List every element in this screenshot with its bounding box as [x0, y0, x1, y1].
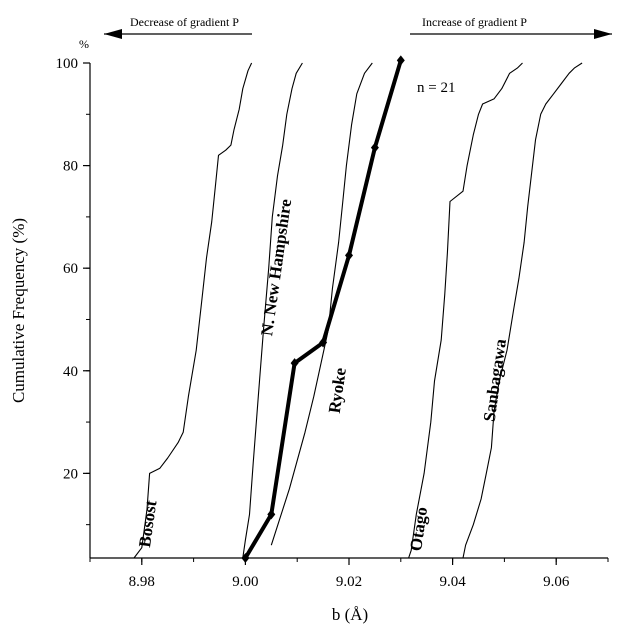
series-line-otago [408, 62, 523, 559]
increase-gradient-label: Increase of gradient P [422, 15, 527, 29]
x-axis-title: b (Å) [332, 605, 368, 624]
series-label-sanbagawa: Sanbagawa [480, 337, 510, 422]
plot-axes: 8.98 9.00 9.02 9.04 9.06 20 40 60 80 100 [56, 56, 609, 590]
y-tick-label: 20 [63, 466, 78, 482]
series-lines [133, 55, 583, 563]
series-line-n-new-hampshire [242, 62, 303, 559]
series-label-bosost: Bosost [135, 499, 160, 549]
decrease-arrow-head [104, 29, 122, 39]
series-label-n-new-hampshire: N. New Hampshire [257, 197, 295, 337]
decrease-gradient-annotation: Decrease of gradient P [104, 15, 252, 39]
y-tick-label: 80 [63, 159, 78, 175]
ryoke-data-point [241, 553, 250, 563]
x-tick-label: 9.00 [232, 574, 258, 590]
increase-gradient-annotation: Increase of gradient P [410, 15, 612, 39]
sample-size-label: n = 21 [417, 80, 455, 96]
y-tick-label: 40 [63, 364, 78, 380]
y-tick-label: 100 [56, 56, 79, 72]
series-label-otago: Otago [406, 506, 431, 553]
series-line-bosost [133, 62, 253, 559]
ryoke-data-point [345, 250, 353, 261]
x-tick-label: 9.02 [336, 574, 362, 590]
ryoke-data-point [370, 142, 379, 153]
ryoke-data-point [267, 509, 276, 520]
x-tick-label: 9.04 [439, 574, 466, 590]
y-unit-label: % [79, 37, 89, 51]
y-tick-label: 60 [63, 261, 78, 277]
series-line-sanbagawa [462, 62, 583, 559]
increase-arrow-head [594, 29, 612, 39]
series-line-ryoke-range [270, 62, 373, 546]
y-axis-title: Cumulative Frequency (%) [9, 218, 28, 403]
ryoke-data-point [396, 55, 405, 66]
series-labels: Bosost N. New Hampshire Ryoke Otago Sanbagaw… [135, 197, 510, 552]
x-tick-label: 8.98 [129, 574, 155, 590]
decrease-gradient-label: Decrease of gradient P [130, 15, 239, 29]
series-label-ryoke: Ryoke [325, 366, 350, 414]
x-tick-label: 9.06 [543, 574, 570, 590]
ryoke-data-point [290, 358, 299, 369]
